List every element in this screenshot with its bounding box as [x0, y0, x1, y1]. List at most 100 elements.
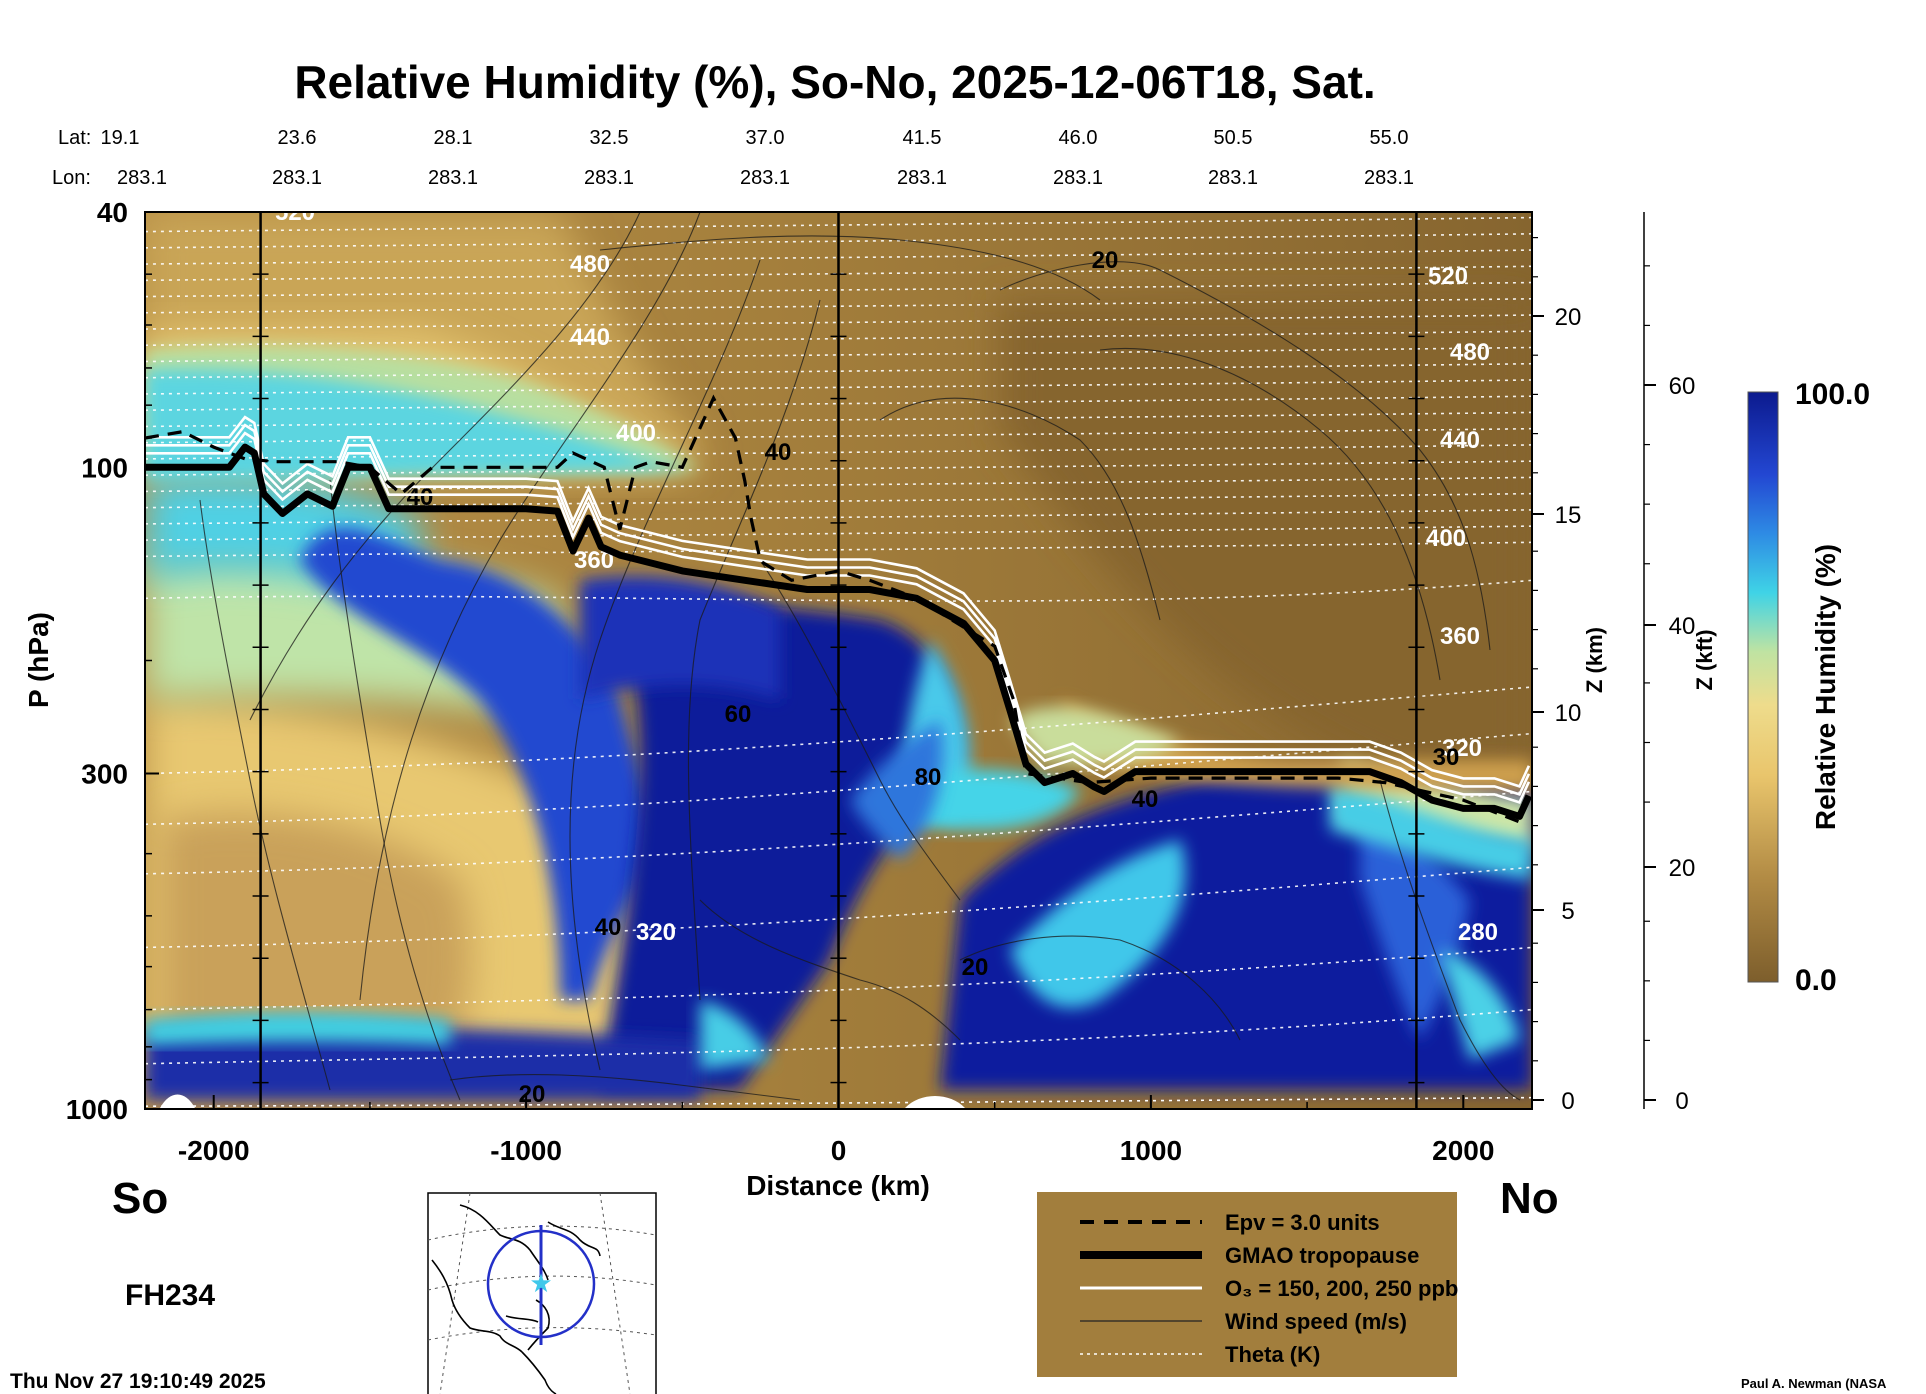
ozone-contour — [145, 415, 1531, 788]
y-tick-label: 40 — [97, 197, 128, 228]
colorbar — [1747, 391, 1779, 983]
wind-label: 40 — [595, 914, 622, 941]
theta-line — [145, 330, 1532, 347]
colorbar-min-label: 0.0 — [1795, 964, 1837, 997]
zkm-tick-label: 20 — [1555, 304, 1582, 331]
credit: Paul A. Newman (NASA — [1741, 1376, 1887, 1391]
x-tick-label: -2000 — [178, 1135, 250, 1166]
y-tick-label: 100 — [81, 452, 128, 483]
theta-line — [145, 460, 1532, 476]
z-km-axis: 0 5 10 15 20 — [1532, 237, 1582, 1115]
wind-contour — [959, 935, 1241, 1041]
lat-row-label: Lat: — [58, 127, 91, 149]
wind-contour — [999, 261, 1491, 651]
timestamp: Thu Nov 27 19:10:49 2025 — [10, 1370, 266, 1393]
z-kft-axis-label: Z (kft) — [1692, 629, 1717, 690]
wind-label: 20 — [519, 1081, 546, 1108]
theta-label: 400 — [616, 420, 656, 447]
x-tick-label: 2000 — [1432, 1135, 1494, 1166]
theta-label-right: 480 — [1450, 339, 1490, 366]
wind-contour — [359, 212, 701, 1001]
theta-line — [145, 525, 1532, 541]
theta-label: 440 — [570, 324, 610, 351]
ozone-contour — [145, 431, 1531, 804]
zkft-tick-label: 0 — [1675, 1088, 1688, 1115]
x-tick-label: 0 — [831, 1135, 847, 1166]
wind-label: 40 — [765, 439, 792, 466]
lon-value: 283.1 — [1053, 167, 1103, 189]
wind-contour — [687, 299, 821, 1001]
lon-value: 283.1 — [897, 167, 947, 189]
lon-value: 283.1 — [272, 167, 322, 189]
theta-line — [145, 249, 1532, 265]
theta-label: 480 — [570, 251, 610, 278]
theta-line — [145, 444, 1532, 460]
center-star-icon: ★ — [529, 1268, 552, 1298]
theta-line — [145, 297, 1532, 314]
wind-contour — [199, 499, 331, 1091]
theta-line — [145, 265, 1532, 282]
south-label: So — [112, 1174, 168, 1223]
y-tick-label: 300 — [81, 758, 128, 789]
zkft-tick-label: 20 — [1669, 855, 1696, 882]
lat-value: 55.0 — [1370, 127, 1409, 149]
lat-value: 41.5 — [903, 127, 942, 149]
lon-value: 283.1 — [740, 167, 790, 189]
theta-line — [145, 732, 1532, 826]
theta-label: 280 — [1458, 919, 1498, 946]
lat-lon-header: 19.1 23.6 28.1 32.5 37.0 41.5 46.0 50.5 55.0 283.… — [101, 127, 1415, 189]
wind-contour — [759, 559, 961, 901]
y-axis-label: P (hPa) — [23, 612, 54, 708]
wind-label: 40 — [1132, 786, 1159, 813]
x-tick-label: -1000 — [490, 1135, 562, 1166]
legend-item-label: GMAO tropopause — [1225, 1243, 1419, 1268]
lon-value: 283.1 — [428, 167, 478, 189]
theta-label-right: 520 — [1428, 263, 1468, 290]
wind-label: 30 — [1433, 744, 1460, 771]
theta-line — [145, 476, 1532, 493]
lon-value: 283.1 — [117, 167, 167, 189]
theta-line — [145, 362, 1532, 379]
zkm-tick-label: 0 — [1561, 1088, 1574, 1115]
theta-line — [145, 346, 1532, 363]
theta-label-right: 400 — [1426, 525, 1466, 552]
theta-line — [145, 314, 1532, 330]
theta-line — [145, 541, 1532, 558]
theta-line — [145, 1008, 1532, 1065]
theta-label: 320 — [636, 919, 676, 946]
lon-value: 283.1 — [584, 167, 634, 189]
z-kft-axis: 0 20 40 60 — [1643, 212, 1696, 1115]
legend-item-label: O₃ = 150, 200, 250 ppb — [1225, 1276, 1458, 1301]
wind-label: 80 — [915, 764, 942, 791]
wind-contour — [249, 212, 641, 721]
colorbar-label: Relative Humidity (%) — [1810, 544, 1841, 830]
wind-label: 60 — [725, 701, 752, 728]
y-tick-label: 1000 — [66, 1094, 128, 1125]
theta-line — [145, 686, 1532, 775]
theta-line — [145, 233, 1532, 249]
forecast-hour: FH234 — [125, 1279, 215, 1312]
colorbar-max-label: 100.0 — [1795, 378, 1870, 411]
inset-map: ★ — [427, 1192, 657, 1394]
theta-line — [145, 866, 1532, 949]
wind-contour — [599, 235, 1101, 301]
zkft-tick-label: 40 — [1669, 613, 1696, 640]
lat-value: 46.0 — [1059, 127, 1098, 149]
lat-value: 28.1 — [434, 127, 473, 149]
rh-field — [145, 212, 1532, 1109]
x-axis: -2000 -1000 0 1000 2000 — [178, 1095, 1494, 1166]
north-label: No — [1500, 1174, 1559, 1223]
zkft-tick-label: 60 — [1669, 373, 1696, 400]
lon-row-label: Lon: — [52, 167, 91, 189]
theta-line — [145, 509, 1532, 525]
lon-value: 283.1 — [1364, 167, 1414, 189]
theta-label: 520 — [275, 199, 315, 226]
wind-contour — [699, 899, 961, 1041]
y-axis: 40 100 300 1000 — [66, 197, 159, 1125]
theta-line — [145, 395, 1532, 412]
theta-line — [145, 216, 1532, 233]
z-km-axis-label: Z (km) — [1582, 627, 1607, 693]
theta-label-right: 440 — [1440, 427, 1480, 454]
theta-line — [145, 946, 1532, 1011]
